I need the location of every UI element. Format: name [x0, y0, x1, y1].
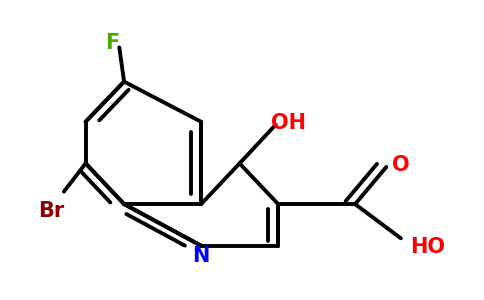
Text: N: N	[193, 245, 210, 266]
Text: F: F	[105, 33, 119, 53]
Text: O: O	[392, 155, 409, 175]
Text: HO: HO	[410, 237, 445, 256]
Text: Br: Br	[38, 201, 64, 221]
Text: OH: OH	[271, 113, 306, 133]
